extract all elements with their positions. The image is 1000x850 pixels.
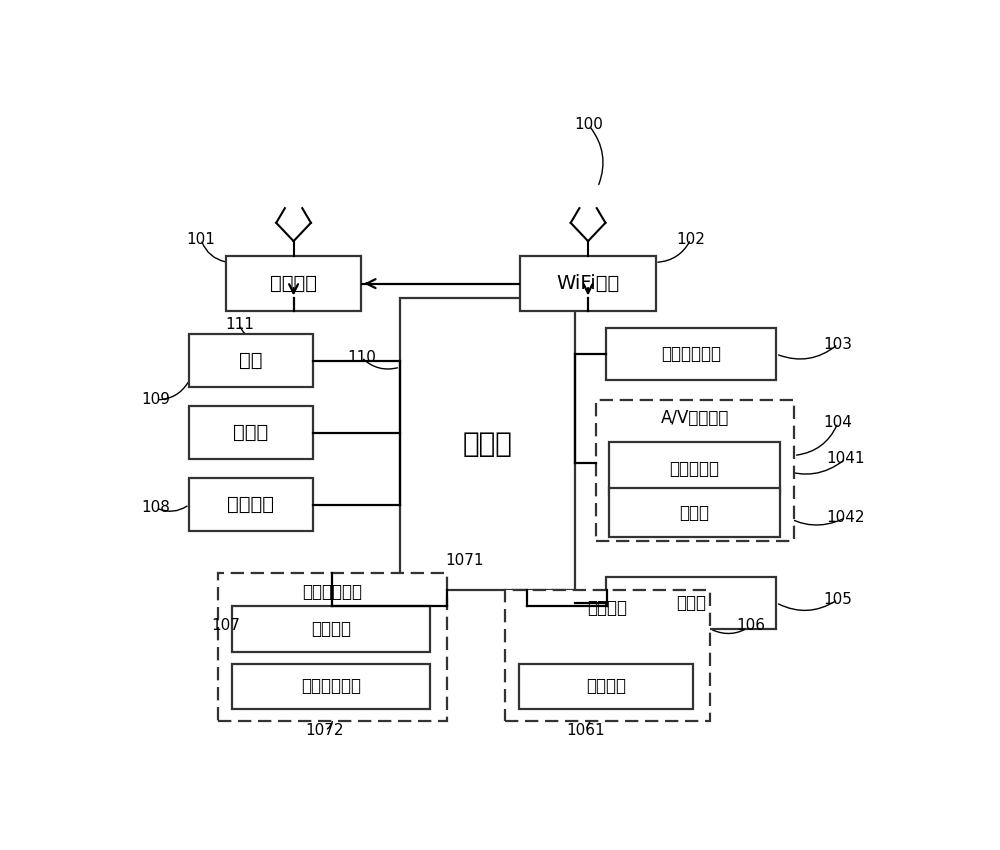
Text: 1042: 1042 bbox=[826, 510, 865, 525]
Text: 104: 104 bbox=[824, 415, 852, 430]
Text: 1071: 1071 bbox=[445, 552, 484, 568]
Text: 存储器: 存储器 bbox=[233, 423, 268, 442]
Text: 音频输出单元: 音频输出单元 bbox=[661, 345, 721, 363]
Text: 显示面板: 显示面板 bbox=[586, 677, 626, 695]
Text: 触控面板: 触控面板 bbox=[311, 620, 351, 638]
Text: 103: 103 bbox=[824, 337, 852, 352]
Bar bbox=[505, 590, 710, 721]
Text: 传感器: 传感器 bbox=[676, 593, 706, 612]
Text: 110: 110 bbox=[347, 349, 376, 365]
Text: 1061: 1061 bbox=[567, 722, 605, 738]
Text: 接口单元: 接口单元 bbox=[227, 495, 274, 514]
Text: 1041: 1041 bbox=[826, 451, 865, 466]
Bar bbox=[189, 334, 313, 387]
Text: 107: 107 bbox=[211, 618, 240, 633]
Bar bbox=[232, 664, 430, 710]
Bar bbox=[596, 400, 794, 541]
Text: 其他输入设备: 其他输入设备 bbox=[301, 677, 361, 695]
Bar bbox=[609, 442, 780, 495]
Bar bbox=[226, 256, 361, 311]
Text: 麦克风: 麦克风 bbox=[680, 504, 710, 522]
Text: 图形处理器: 图形处理器 bbox=[670, 460, 720, 478]
Text: 102: 102 bbox=[676, 232, 705, 247]
Bar bbox=[189, 406, 313, 459]
Bar bbox=[520, 256, 656, 311]
Bar bbox=[232, 606, 430, 652]
Text: 111: 111 bbox=[225, 317, 254, 332]
Text: 1072: 1072 bbox=[306, 722, 344, 738]
Text: WiFi模块: WiFi模块 bbox=[556, 274, 620, 293]
Text: 105: 105 bbox=[824, 592, 852, 607]
Text: 101: 101 bbox=[187, 232, 215, 247]
Text: 射频单元: 射频单元 bbox=[270, 274, 317, 293]
Bar bbox=[606, 328, 776, 380]
Bar bbox=[606, 576, 776, 629]
Bar bbox=[218, 573, 447, 721]
Text: 106: 106 bbox=[737, 618, 766, 633]
Text: 108: 108 bbox=[142, 501, 170, 515]
Bar bbox=[609, 488, 780, 537]
Text: 109: 109 bbox=[142, 393, 170, 407]
Text: 显示单元: 显示单元 bbox=[587, 599, 627, 617]
Text: 电源: 电源 bbox=[239, 351, 262, 370]
Bar bbox=[519, 664, 693, 710]
Bar bbox=[400, 298, 574, 590]
Text: 处理器: 处理器 bbox=[462, 430, 512, 458]
Text: 100: 100 bbox=[574, 117, 603, 133]
Text: A/V输入单元: A/V输入单元 bbox=[661, 409, 729, 427]
Text: 用户输入单元: 用户输入单元 bbox=[302, 582, 362, 601]
Bar bbox=[189, 479, 313, 530]
